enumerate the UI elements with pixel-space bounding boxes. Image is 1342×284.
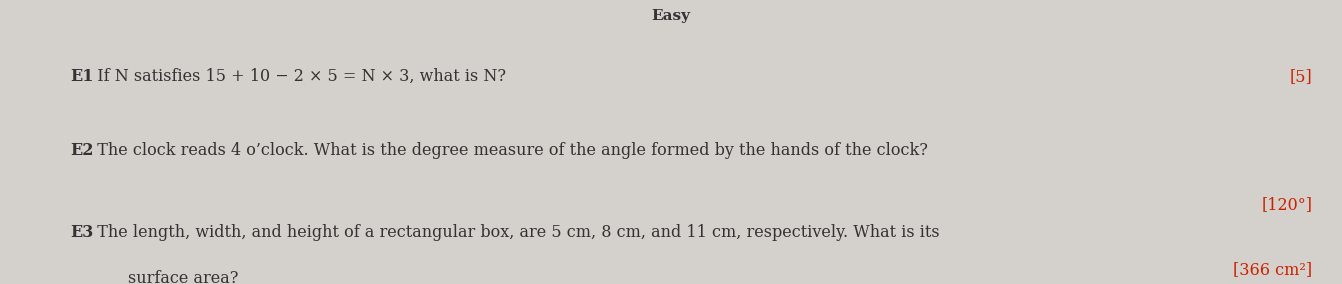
Text: Easy: Easy	[651, 9, 691, 22]
Text: If N satisfies 15 + 10 − 2 × 5 = N × 3, what is N?: If N satisfies 15 + 10 − 2 × 5 = N × 3, …	[87, 68, 506, 85]
Text: E1: E1	[70, 68, 94, 85]
Text: E3: E3	[70, 224, 93, 241]
Text: The length, width, and height of a rectangular box, are 5 cm, 8 cm, and 11 cm, r: The length, width, and height of a recta…	[87, 224, 939, 241]
Text: [366 cm²]: [366 cm²]	[1233, 261, 1312, 278]
Text: E2: E2	[70, 142, 94, 159]
Text: [120°]: [120°]	[1261, 196, 1312, 213]
Text: surface area?: surface area?	[87, 270, 239, 284]
Text: [5]: [5]	[1290, 68, 1312, 85]
Text: The clock reads 4 o’clock. What is the degree measure of the angle formed by the: The clock reads 4 o’clock. What is the d…	[87, 142, 929, 159]
